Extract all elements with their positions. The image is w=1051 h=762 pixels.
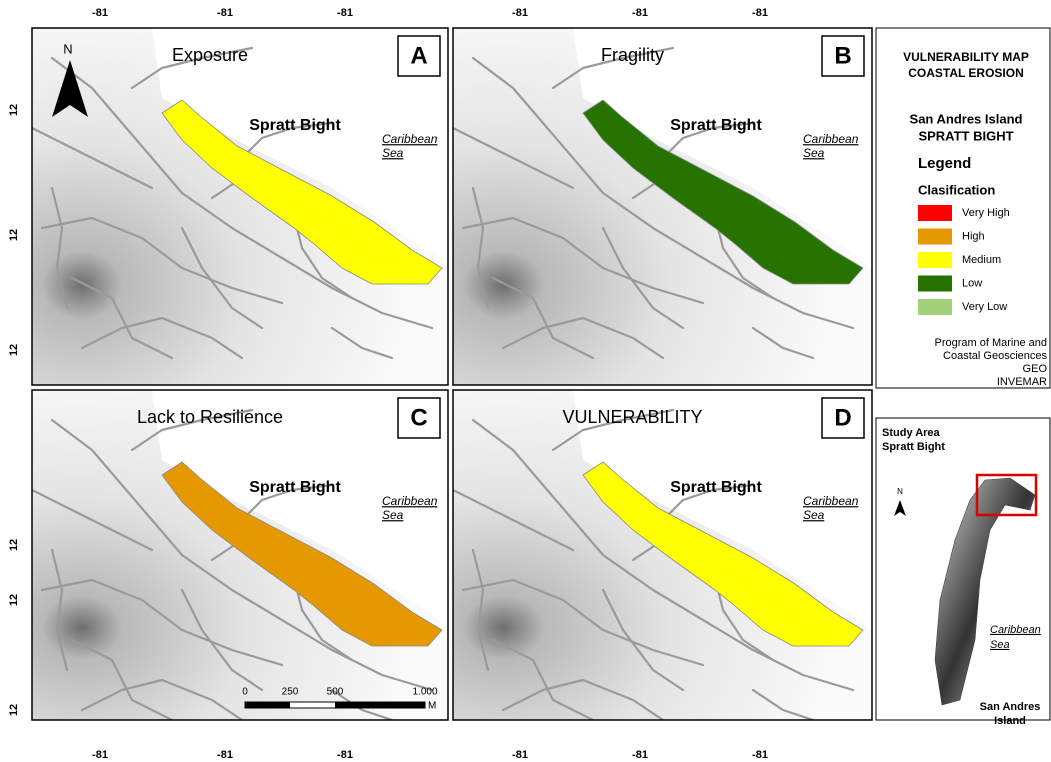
scale-label: 0 [242,687,248,698]
panel-title: Exposure [172,45,248,65]
coordinate-label: 12 [8,104,20,116]
coordinate-label: -81 [92,7,108,19]
inset-title: Spratt Bight [882,441,945,453]
scale-bar-seg [335,702,425,708]
legend-area: SPRATT BIGHT [918,128,1013,143]
credit-line: Program of Marine and [935,337,1048,349]
panel-letter: A [410,42,427,69]
panel-letter: D [834,404,851,431]
sea-label: Caribbean [382,132,438,146]
coordinate-label: -81 [752,749,768,761]
coordinate-label: -81 [632,7,648,19]
legend-label: Very Low [962,301,1007,313]
north-label: N [63,41,72,56]
legend-subheading: Clasification [918,182,995,197]
inset-north-label: N [897,487,903,496]
panel-letter: B [834,42,851,69]
coordinate-label: -81 [92,749,108,761]
sea-label: Sea [382,146,404,160]
scale-label: 250 [282,687,299,698]
map-content [453,28,893,385]
panel-title: Lack to Resilience [137,407,283,427]
sea-label: Caribbean [382,494,438,508]
place-label: Spratt Bight [249,479,341,496]
coordinate-label: 12 [8,344,20,356]
sea-label: Sea [803,508,825,522]
map-content [32,28,472,385]
panel-letter: C [410,404,427,431]
coordinate-label: -81 [337,749,353,761]
legend-swatch [918,299,952,315]
coordinate-label: -81 [337,7,353,19]
legend-label: Low [962,277,982,289]
coordinate-label: -81 [512,7,528,19]
legend-title: VULNERABILITY MAP [903,50,1029,64]
coordinate-label: 12 [8,229,20,241]
legend-label: Very High [962,207,1010,219]
scale-unit: M [428,701,436,712]
panel-title: VULNERABILITY [562,407,702,427]
place-label: Spratt Bight [249,117,341,134]
inset-title: Study Area [882,427,941,439]
map-panel: Lack to Resilience C Spratt Bight Caribbean… [32,390,472,720]
sea-label: Sea [382,508,404,522]
legend-swatch [918,205,952,221]
place-label: Spratt Bight [670,479,762,496]
inset-island: San Andres [980,701,1041,713]
sea-label: Caribbean [803,132,859,146]
legend-swatch [918,276,952,292]
map-content [453,390,893,720]
panel-title: Fragility [601,45,664,65]
inset-island: Island [994,715,1026,727]
credit-line: Coastal Geosciences [943,350,1047,362]
coordinate-label: 12 [8,704,20,716]
coordinate-label: -81 [752,7,768,19]
place-label: Spratt Bight [670,117,762,134]
legend-label: Medium [962,254,1001,266]
coordinate-label: -81 [217,749,233,761]
legend-label: High [962,230,985,242]
legend-area: San Andres Island [910,111,1023,126]
legend-swatch [918,252,952,268]
legend-title: COASTAL EROSION [908,66,1024,80]
coordinate-label: 12 [8,539,20,551]
legend-heading: Legend [918,155,971,172]
inset-sea: Sea [990,639,1010,651]
coordinate-label: -81 [217,7,233,19]
coordinate-label: 12 [8,594,20,606]
scale-label: 500 [327,687,344,698]
map-content [32,390,472,720]
legend-swatch [918,229,952,245]
credit-line: GEO [1023,363,1048,375]
scale-bar-seg [245,702,290,708]
coordinate-label: -81 [632,749,648,761]
credit-line: INVEMAR [997,376,1047,388]
inset-sea: Caribbean [990,624,1041,636]
map-figure: -81 -81 -81 -81 -81 -81 -81 -81 -81 -81 -81 -81 12 12… [0,0,1051,762]
coordinate-label: -81 [512,749,528,761]
scale-label: 1.000 [412,687,437,698]
sea-label: Sea [803,146,825,160]
sea-label: Caribbean [803,494,859,508]
